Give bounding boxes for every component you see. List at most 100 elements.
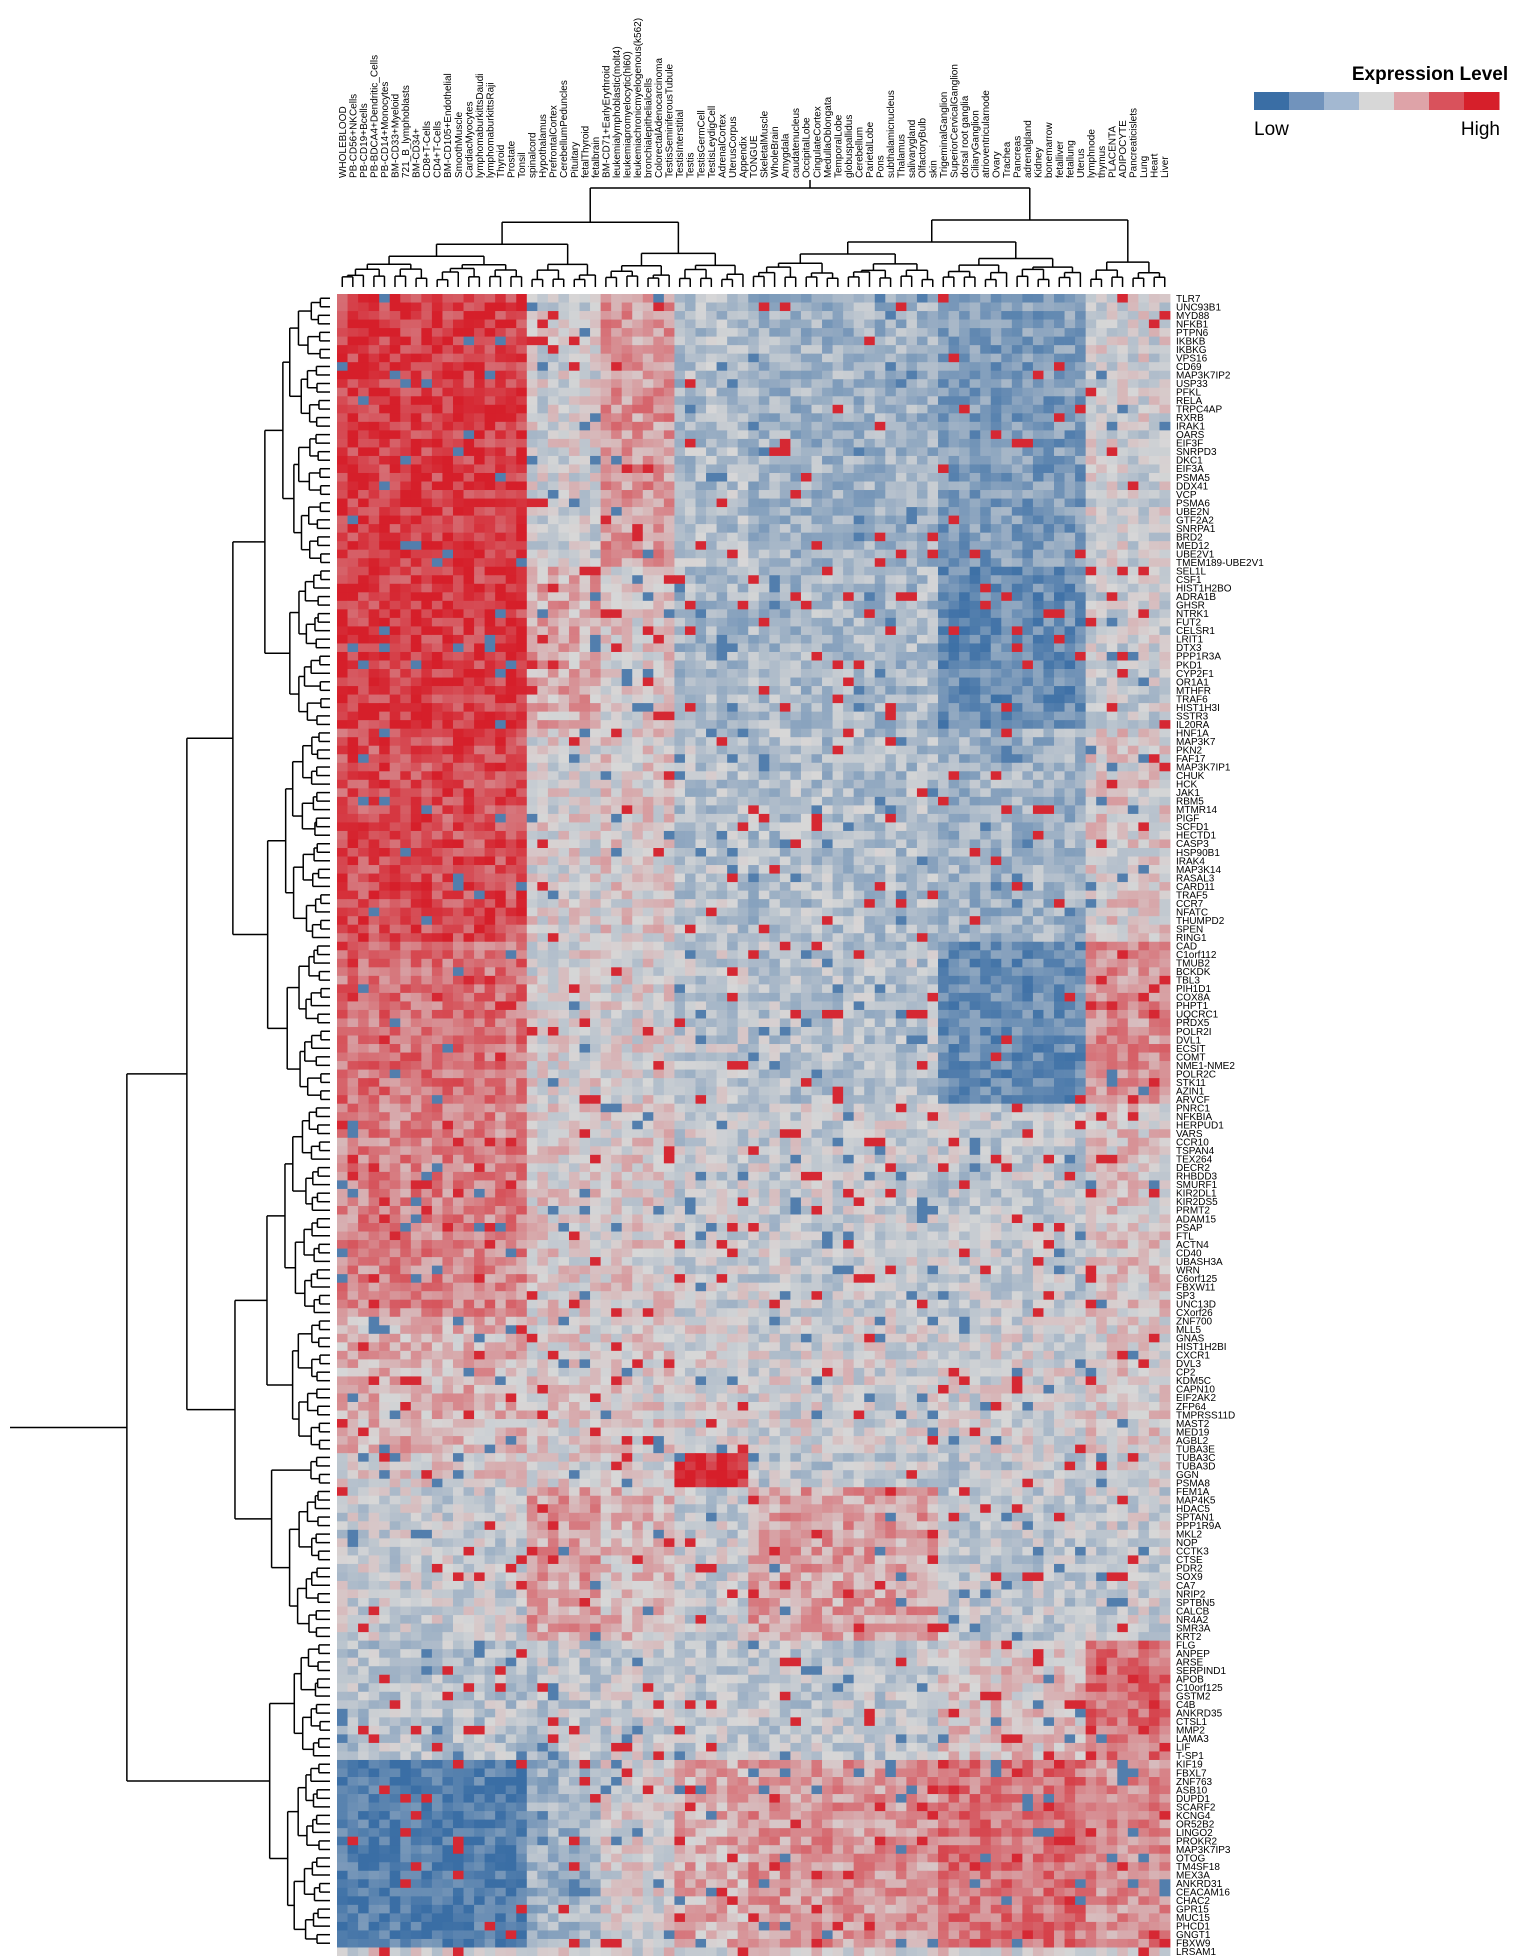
heatmap-cell [800,600,812,610]
heatmap-cell [410,703,422,713]
heatmap-cell [832,600,844,610]
heatmap-cell [895,711,907,721]
heatmap-cell [864,481,876,491]
heatmap-cell [748,541,760,551]
heatmap-cell [716,302,728,312]
heatmap-cell [980,711,992,721]
heatmap-cell [959,549,971,559]
heatmap-cell [822,583,833,593]
heatmap-cell [748,583,760,593]
heatmap-cell [474,311,486,320]
heatmap-cell [1001,677,1013,687]
heatmap-cell [864,336,876,346]
heatmap-cell [706,413,717,423]
heatmap-cell [463,362,475,372]
legend: Expression Level Low High [1254,64,1508,140]
heatmap-cell [590,421,601,431]
heatmap-cell [980,541,992,551]
heatmap-cell [927,592,939,602]
heatmap-cell [853,336,865,346]
heatmap-cell [832,379,844,389]
heatmap-cell [706,703,717,713]
heatmap-cell [495,558,507,568]
heatmap-cell [853,311,865,320]
heatmap-cell [1011,600,1023,610]
heatmap-cell [800,617,812,627]
heatmap-cell [495,575,507,585]
heatmap-cell [990,336,1002,346]
heatmap-cell [1096,617,1108,627]
heatmap-cell [843,677,855,687]
heatmap-cell [1022,694,1034,704]
heatmap-cell [442,311,454,320]
heatmap-cell [874,677,886,687]
heatmap-cell [590,302,601,312]
heatmap-cell [895,549,907,559]
heatmap-cell [1138,481,1150,491]
heatmap-cell [1064,413,1076,423]
heatmap-cell [969,490,981,499]
heatmap-cell [505,592,517,602]
heatmap-cell [1054,669,1065,678]
heatmap-cell [864,490,876,499]
heatmap-cell [1085,362,1097,372]
heatmap-cell [695,686,707,695]
heatmap-cell [452,396,464,406]
heatmap-cell [452,455,464,465]
heatmap-cell [579,694,591,704]
heatmap-cell [790,583,802,593]
heatmap-cell [505,490,517,499]
heatmap-cell [600,336,612,346]
heatmap-cell [537,336,549,346]
heatmap-cell [600,617,612,627]
heatmap-cell [874,728,886,738]
heatmap-cell [969,438,981,448]
heatmap-cell [421,481,433,491]
heatmap-cell [526,387,538,397]
heatmap-cell [916,413,928,423]
heatmap-cell [590,592,601,602]
heatmap-cell [990,362,1002,372]
heatmap-cell [811,362,823,372]
heatmap-cell [948,617,960,627]
heatmap-cell [516,686,528,695]
heatmap-cell [684,686,696,695]
heatmap-cell [474,345,486,355]
heatmap-cell [832,413,844,423]
heatmap-cell [347,583,359,593]
heatmap-cell [1054,472,1065,482]
heatmap-cell [537,498,549,508]
heatmap-cell [874,651,886,661]
heatmap-cell [706,600,717,610]
heatmap-cell [895,592,907,602]
heatmap-cell [1138,532,1150,542]
heatmap-cell [1117,541,1129,551]
heatmap-cell [737,669,749,678]
heatmap-cell [1022,549,1034,559]
heatmap-cell [642,345,654,355]
heatmap-cell [822,481,833,491]
heatmap-cell [579,455,591,465]
heatmap-cell [916,464,928,474]
heatmap-cell [526,634,538,644]
heatmap-cell [400,651,412,661]
heatmap-cell [1043,370,1055,380]
heatmap-cell [1096,370,1108,380]
heatmap-cell [885,651,897,661]
heatmap-cell [1011,336,1023,346]
heatmap-cell [695,626,707,636]
heatmap-cell [716,617,728,627]
heatmap-cell [790,490,802,499]
heatmap-cell [1011,575,1023,585]
heatmap-cell [431,481,443,491]
heatmap-cell [347,336,359,346]
heatmap-cell [716,481,728,491]
heatmap-cell [358,515,370,525]
heatmap-cell [579,583,591,593]
heatmap-cell [1001,532,1013,542]
heatmap-cell [505,336,517,346]
heatmap-cell [368,686,380,695]
heatmap-cell [990,328,1002,338]
heatmap-cell [938,711,949,721]
heatmap-cell [368,515,380,525]
